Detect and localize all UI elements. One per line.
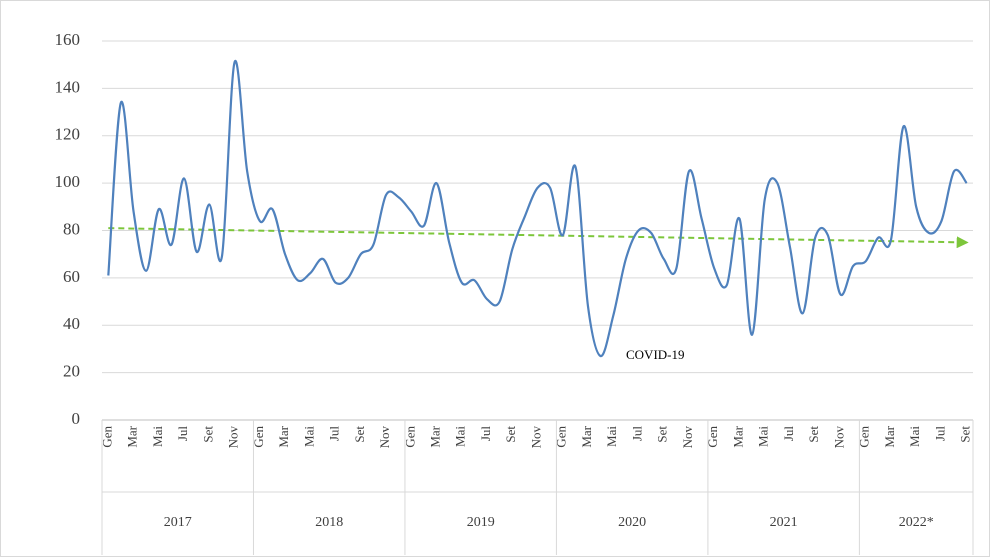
x-tick-label: Mar [125,425,140,447]
x-tick-label: Set [806,426,821,443]
x-tick-label: Mar [579,425,594,447]
y-tick-label: 160 [55,30,81,49]
y-tick-label: 100 [55,172,81,191]
y-tick-label: 80 [63,219,80,238]
x-tick-label: Mar [882,425,897,447]
group-label: 2017 [164,515,192,530]
group-label: 2018 [315,515,343,530]
x-tick-label: Mai [301,426,316,447]
series-line [107,59,968,358]
x-tick-label: Jul [175,426,190,442]
x-tick-label: Jul [478,426,493,442]
x-tick-label: Set [200,426,215,443]
x-tick-label: Mai [604,426,619,447]
x-tick-label: Jul [327,426,342,442]
group-label: 2021 [770,515,798,530]
x-tick-label: Nov [831,426,846,449]
y-tick-label: 120 [55,125,81,144]
x-tick-label: Gen [251,426,266,448]
trend-line [108,227,969,249]
group-label: 2019 [467,515,495,530]
y-tick-label: 20 [63,362,80,381]
x-tick-label: Jul [781,426,796,442]
x-tick-label: Mai [150,426,165,447]
x-tick-label: Set [655,426,670,443]
x-tick-label: Set [352,426,367,443]
x-tick-label: Mar [730,425,745,447]
x-tick-label: Gen [554,426,569,448]
x-tick-label: Nov [377,426,392,449]
x-tick-label: Gen [402,426,417,448]
x-tick-label: Gen [857,426,872,448]
x-tick-label: Mar [276,425,291,447]
x-tick-label: Mar [427,425,442,447]
group-label: 2020 [618,515,646,530]
y-tick-label: 40 [63,314,80,333]
x-tick-label: Jul [932,426,947,442]
y-tick-label: 0 [72,409,81,428]
x-tick-label: Set [503,426,518,443]
group-label: 2022* [899,515,934,530]
x-tick-label: Mai [756,426,771,447]
y-tick-label: 140 [55,77,81,96]
x-tick-label: Mai [453,426,468,447]
x-tick-label: Nov [528,426,543,449]
x-tick-label: Gen [99,426,114,448]
y-tick-label: 60 [63,267,80,286]
x-tick-label: Mai [907,426,922,447]
x-tick-label: Set [958,426,973,443]
x-tick-label: Jul [629,426,644,442]
x-tick-label: Gen [705,426,720,448]
x-tick-label: Nov [680,426,695,449]
x-tick-label: Nov [226,426,241,449]
annotation: COVID-19 [626,347,685,362]
